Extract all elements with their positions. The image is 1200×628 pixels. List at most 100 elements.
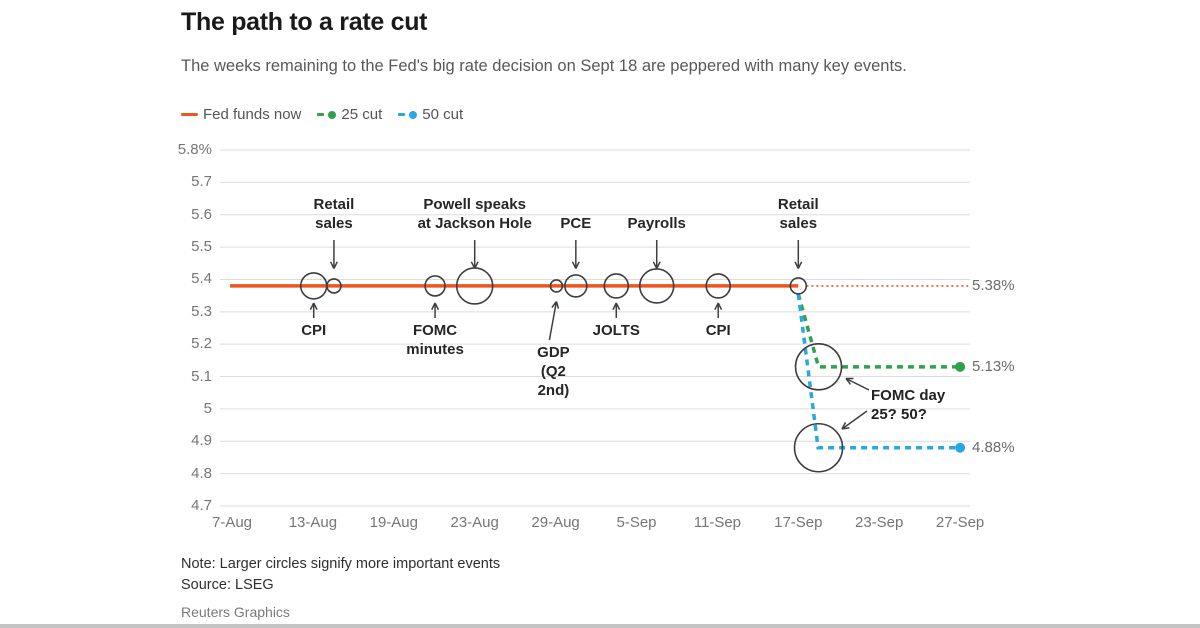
- fomc-day-annotation: FOMC day 25? 50?: [871, 387, 946, 423]
- y-tick-label: 5.6: [191, 205, 212, 223]
- bottom-divider: [0, 624, 1200, 628]
- event-label: Payrolls: [627, 215, 686, 232]
- y-tick-label: 5.2: [191, 335, 212, 353]
- arrow-head: [794, 261, 799, 269]
- x-tick-label: 23-Aug: [450, 514, 499, 531]
- y-tick-label: 5.4: [191, 270, 212, 288]
- value-label: 4.88%: [972, 438, 1015, 456]
- arrow-head: [571, 261, 577, 269]
- x-tick-label: 5-Sep: [616, 514, 657, 531]
- event-circle: [789, 277, 808, 295]
- arrow-head: [717, 302, 723, 311]
- event-label: Retail sales: [777, 196, 819, 232]
- event-arrow-up: [309, 302, 318, 318]
- chart-source: Source: LSEG: [181, 577, 274, 593]
- event-arrow-up: [431, 302, 440, 318]
- page-subtitle: The weeks remaining to the Fed's big rat…: [181, 57, 907, 75]
- arrow-head: [474, 261, 479, 269]
- y-tick-label: 5.5: [191, 238, 212, 256]
- x-tick-label: 29-Aug: [531, 514, 580, 531]
- legend-label: Fed funds now: [203, 106, 302, 123]
- event-arrow-down: [571, 240, 580, 269]
- fomc-day-circle: [794, 343, 843, 391]
- event-label: CPI: [301, 322, 327, 339]
- arrow-shaft: [548, 301, 558, 341]
- arrow-head: [329, 261, 335, 269]
- event-arrow-down: [470, 240, 479, 269]
- y-tick-label: 4.8: [191, 464, 212, 482]
- event-label: FOMC minutes: [406, 322, 464, 358]
- credit: Reuters Graphics: [181, 604, 290, 620]
- y-tick-label: 5.1: [191, 367, 212, 385]
- arrow-shaft: [845, 377, 870, 391]
- chart-note: Note: Larger circles signify more import…: [181, 556, 501, 572]
- value-label-538: 5.38%: [972, 276, 1015, 294]
- x-tick-label: 19-Aug: [369, 514, 418, 531]
- cut-path-line: [796, 293, 961, 450]
- event-circle: [638, 268, 675, 304]
- event-arrow-down: [794, 240, 803, 269]
- event-label: PCE: [560, 215, 592, 232]
- arrow-head: [845, 378, 852, 385]
- cut-path-end-dot: [955, 361, 966, 372]
- blue-dash-swatch-icon: [398, 112, 406, 117]
- legend-label: 50 cut: [422, 106, 464, 123]
- event-label: Powell speaks at Jackson Hole: [417, 196, 532, 232]
- green-dash-swatch-icon: [317, 112, 325, 117]
- arrow-head: [551, 301, 558, 308]
- blue-dot-swatch-icon: [409, 110, 418, 119]
- arrow-head: [797, 261, 803, 269]
- arrow-head: [333, 261, 338, 269]
- arrow-head: [612, 302, 617, 311]
- x-tick-label: 11-Sep: [693, 514, 742, 531]
- fomc-day-circle: [793, 422, 844, 473]
- arrow-head: [714, 302, 719, 311]
- legend-item-fed-funds: Fed funds now: [181, 106, 301, 123]
- x-tick-label: 27-Sep: [935, 514, 985, 531]
- arrow-head: [841, 422, 847, 430]
- arrow-head: [431, 302, 436, 311]
- event-arrow-up: [548, 301, 560, 341]
- y-tick-label: 5.8%: [177, 141, 212, 158]
- arrow-shaft: [841, 410, 868, 430]
- arrow-head: [309, 302, 315, 311]
- arrow-head: [313, 302, 318, 311]
- event-circle: [564, 274, 588, 298]
- event-label: Retail sales: [313, 196, 355, 232]
- event-label: JOLTS: [592, 322, 640, 339]
- x-tick-label: 23-Sep: [855, 514, 904, 531]
- event-label: GDP (Q2 2nd): [537, 344, 570, 399]
- arrow-head: [555, 301, 560, 309]
- annotation-arrow-upper: [845, 377, 870, 391]
- y-tick-label: 5.7: [191, 173, 212, 191]
- legend-item-50-cut: 50 cut: [398, 106, 463, 123]
- y-tick-label: 4.7: [191, 497, 212, 514]
- legend-item-25-cut: 25 cut: [317, 106, 382, 123]
- event-circle: [326, 278, 342, 294]
- event-arrow-up: [714, 302, 723, 318]
- chart-legend: Fed funds now 25 cut 50 cut: [181, 106, 463, 123]
- cut-path-end-dot: [955, 442, 966, 453]
- event-arrow-down: [652, 240, 661, 269]
- arrow-head: [615, 302, 621, 311]
- y-tick-label: 5.3: [191, 302, 212, 320]
- x-tick-label: 7-Aug: [211, 514, 253, 531]
- arrow-head: [575, 261, 580, 269]
- y-tick-label: 5: [203, 399, 212, 417]
- cut-path-line: [796, 293, 961, 369]
- annotation-arrow-lower: [841, 410, 868, 430]
- event-circle: [603, 273, 630, 299]
- y-tick-label: 4.9: [191, 432, 212, 450]
- event-circle: [705, 273, 732, 299]
- x-tick-label: 13-Aug: [288, 514, 338, 531]
- event-label: CPI: [705, 322, 731, 339]
- event-arrow-down: [329, 240, 338, 269]
- value-label: 5.13%: [972, 357, 1015, 375]
- x-tick-label: 17-Sep: [774, 514, 823, 531]
- event-circle: [549, 279, 564, 293]
- arrow-head: [434, 302, 440, 311]
